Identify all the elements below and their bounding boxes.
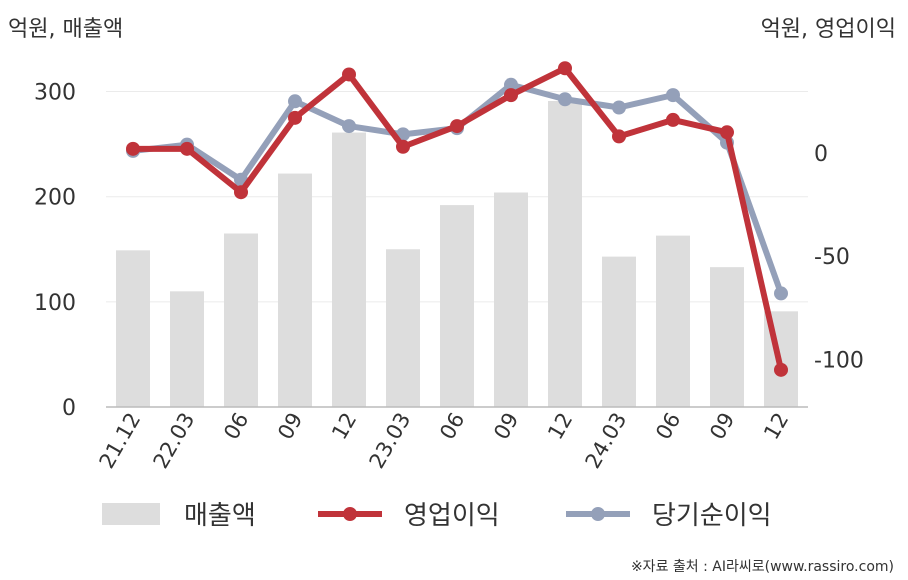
x-tick-label: 06: [435, 409, 469, 444]
series-point: [666, 88, 680, 103]
revenue-bar: [548, 101, 582, 407]
series-point: [504, 77, 518, 92]
legend-item: 매출액: [102, 501, 256, 531]
legend-label: 영업이익: [404, 501, 500, 531]
series-point: [288, 110, 302, 125]
x-tick-label: 24.03: [580, 409, 631, 473]
revenue-bar: [386, 249, 420, 407]
series-point: [558, 61, 572, 76]
x-tick-label: 06: [219, 409, 253, 444]
right-axis-ticks: 0 -50 -100: [814, 142, 864, 374]
left-tick-label: 100: [34, 291, 76, 316]
revenue-bar: [440, 205, 474, 407]
revenue-bar: [116, 250, 150, 407]
line-series: [126, 61, 788, 377]
left-axis-ticks: 0 100 200 300: [34, 81, 76, 421]
left-tick-label: 0: [62, 396, 76, 421]
right-tick-label: -50: [814, 245, 850, 270]
legend-swatch-point: [343, 507, 357, 521]
series-point: [396, 139, 410, 154]
right-tick-label: -100: [814, 348, 864, 373]
left-tick-label: 200: [34, 186, 76, 211]
legend-swatch-point: [591, 507, 605, 521]
x-tick-label: 12: [543, 409, 577, 444]
series-point: [450, 119, 464, 134]
right-axis-unit-label: 억원, 영업이익: [761, 17, 896, 42]
x-tick-label: 12: [759, 409, 793, 444]
revenue-bar: [656, 235, 690, 407]
series-point: [180, 141, 194, 156]
series-point: [774, 286, 788, 301]
revenue-bar: [332, 132, 366, 407]
series-point: [774, 362, 788, 377]
legend-label: 당기순이익: [652, 501, 772, 531]
x-tick-label: 09: [273, 409, 307, 444]
revenue-bars: [116, 101, 798, 407]
revenue-bar: [494, 192, 528, 407]
right-tick-label: 0: [814, 142, 828, 167]
source-note: ※자료 출처 : AI라씨로(www.rassiro.com): [631, 559, 894, 575]
revenue-bar: [224, 233, 258, 407]
revenue-bar: [602, 256, 636, 407]
series-point: [612, 129, 626, 144]
left-axis-unit-label: 억원, 매출액: [8, 17, 123, 42]
legend-item: 당기순이익: [566, 501, 772, 531]
legend-label: 매출액: [184, 501, 256, 531]
x-axis-ticks: 21.12 22.03 06 09 12 23.03 06 09 12 24.03 06 09 12: [94, 409, 793, 473]
x-tick-label: 09: [489, 409, 523, 444]
series-point: [288, 94, 302, 109]
series-point: [126, 141, 140, 156]
legend: 매출액 영업이익 당기순이익: [102, 501, 772, 531]
profit-lines: [126, 61, 788, 377]
series-point: [342, 67, 356, 82]
series-point: [234, 185, 248, 200]
series-point: [612, 100, 626, 115]
legend-item: 영업이익: [318, 501, 500, 531]
x-tick-label: 06: [651, 409, 685, 444]
series-point: [666, 112, 680, 127]
x-tick-label: 23.03: [364, 409, 415, 473]
revenue-bar: [710, 267, 744, 407]
x-tick-label: 12: [327, 409, 361, 444]
left-tick-label: 300: [34, 81, 76, 106]
series-point: [720, 125, 734, 140]
x-tick-label: 22.03: [148, 409, 199, 473]
legend-swatch-bar: [102, 503, 160, 525]
x-tick-label: 09: [705, 409, 739, 444]
series-point: [342, 119, 356, 134]
revenue-bar: [278, 173, 312, 407]
x-tick-label: 21.12: [94, 409, 145, 473]
series-point: [558, 92, 572, 107]
revenue-bar: [170, 291, 204, 407]
series-point: [504, 88, 518, 103]
